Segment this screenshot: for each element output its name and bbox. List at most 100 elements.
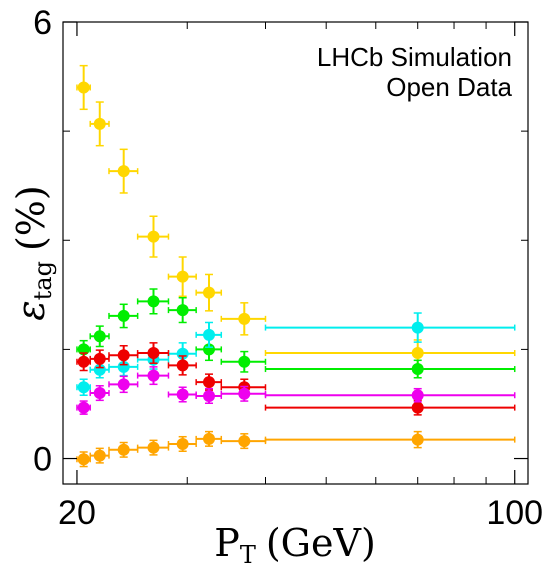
data-marker: [203, 286, 216, 299]
data-marker: [176, 304, 189, 317]
data-point: [108, 357, 139, 377]
data-marker: [77, 381, 90, 394]
y-axis-title-main: ε: [9, 300, 53, 320]
x-tick-label: 100: [486, 494, 543, 532]
data-marker: [411, 347, 424, 360]
data-marker: [93, 117, 106, 130]
annotation-line-1: LHCb Simulation: [317, 42, 512, 72]
series-2: [76, 288, 516, 379]
x-axis-title-sub: T: [240, 541, 256, 569]
data-marker: [176, 347, 189, 360]
data-marker: [411, 321, 424, 334]
data-marker: [93, 449, 106, 462]
data-point: [136, 288, 170, 315]
data-marker: [93, 330, 106, 343]
data-point: [264, 387, 516, 403]
data-point: [89, 385, 110, 402]
x-axis-title: PT (GeV): [214, 521, 376, 569]
y-tick-label: 6: [33, 4, 52, 42]
y-axis-title: εtag (%): [9, 185, 57, 321]
data-point: [195, 321, 223, 348]
data-marker: [203, 376, 216, 389]
plot-frame: [62, 21, 529, 485]
data-marker: [93, 352, 106, 365]
data-marker: [77, 453, 90, 466]
data-point: [76, 352, 91, 372]
data-point: [195, 273, 223, 312]
data-point: [220, 302, 267, 336]
data-marker: [411, 389, 424, 402]
data-point: [76, 400, 91, 415]
data-point: [76, 378, 91, 396]
data-marker: [147, 295, 160, 308]
data-marker: [238, 312, 251, 325]
y-axis-title-unit: (%): [9, 185, 53, 251]
data-marker: [147, 369, 160, 382]
data-point: [136, 342, 170, 364]
data-point: [136, 366, 170, 386]
data-point: [167, 355, 197, 376]
data-point: [108, 441, 139, 458]
y-axis-title-sub: tag: [29, 261, 57, 300]
data-point: [89, 325, 110, 348]
series-1: [76, 64, 516, 367]
data-marker: [117, 165, 130, 178]
data-marker: [176, 437, 189, 450]
data-marker: [176, 359, 189, 372]
data-marker: [203, 389, 216, 402]
data-marker: [117, 360, 130, 373]
data-marker: [117, 309, 130, 322]
data-marker: [176, 270, 189, 283]
data-marker: [176, 388, 189, 401]
data-point: [108, 148, 139, 194]
data-point: [76, 451, 91, 468]
annotation-line-2: Open Data: [386, 72, 512, 102]
data-marker: [93, 387, 106, 400]
data-point: [167, 435, 197, 453]
data-point: [220, 433, 267, 450]
data-point: [89, 101, 110, 147]
series-5: [76, 366, 516, 415]
data-marker: [203, 343, 216, 356]
data-point: [195, 387, 223, 404]
x-axis-title-unit: (GeV): [266, 521, 376, 565]
data-marker: [117, 349, 130, 362]
data-marker: [203, 432, 216, 445]
data-marker: [411, 363, 424, 376]
x-tick-label: 20: [58, 494, 96, 532]
data-point: [108, 345, 139, 366]
data-point: [136, 215, 170, 258]
data-marker: [117, 443, 130, 456]
data-point: [76, 64, 91, 111]
data-marker: [147, 441, 160, 454]
data-marker: [238, 387, 251, 400]
data-marker: [238, 355, 251, 368]
series-6: [76, 430, 516, 468]
data-marker: [93, 363, 106, 376]
data-marker: [77, 355, 90, 368]
data-point: [264, 430, 516, 449]
data-point: [89, 349, 110, 369]
data-marker: [77, 81, 90, 94]
series-layer: [76, 64, 516, 468]
data-point: [220, 385, 267, 402]
data-point: [108, 303, 139, 329]
data-marker: [117, 378, 130, 391]
x-axis-title-main: P: [214, 521, 240, 565]
y-tick-label: 0: [33, 441, 52, 479]
tick-layer: 20 100 0 6: [33, 4, 543, 532]
data-marker: [147, 347, 160, 360]
data-point: [89, 447, 110, 464]
data-marker: [238, 435, 251, 448]
data-point: [220, 350, 267, 373]
data-point: [195, 373, 223, 391]
data-marker: [147, 230, 160, 243]
data-point: [264, 399, 516, 416]
data-point: [264, 359, 516, 379]
data-point: [264, 312, 516, 343]
data-point: [108, 375, 139, 394]
data-marker: [77, 401, 90, 414]
data-point: [136, 439, 170, 456]
data-point: [167, 386, 197, 403]
